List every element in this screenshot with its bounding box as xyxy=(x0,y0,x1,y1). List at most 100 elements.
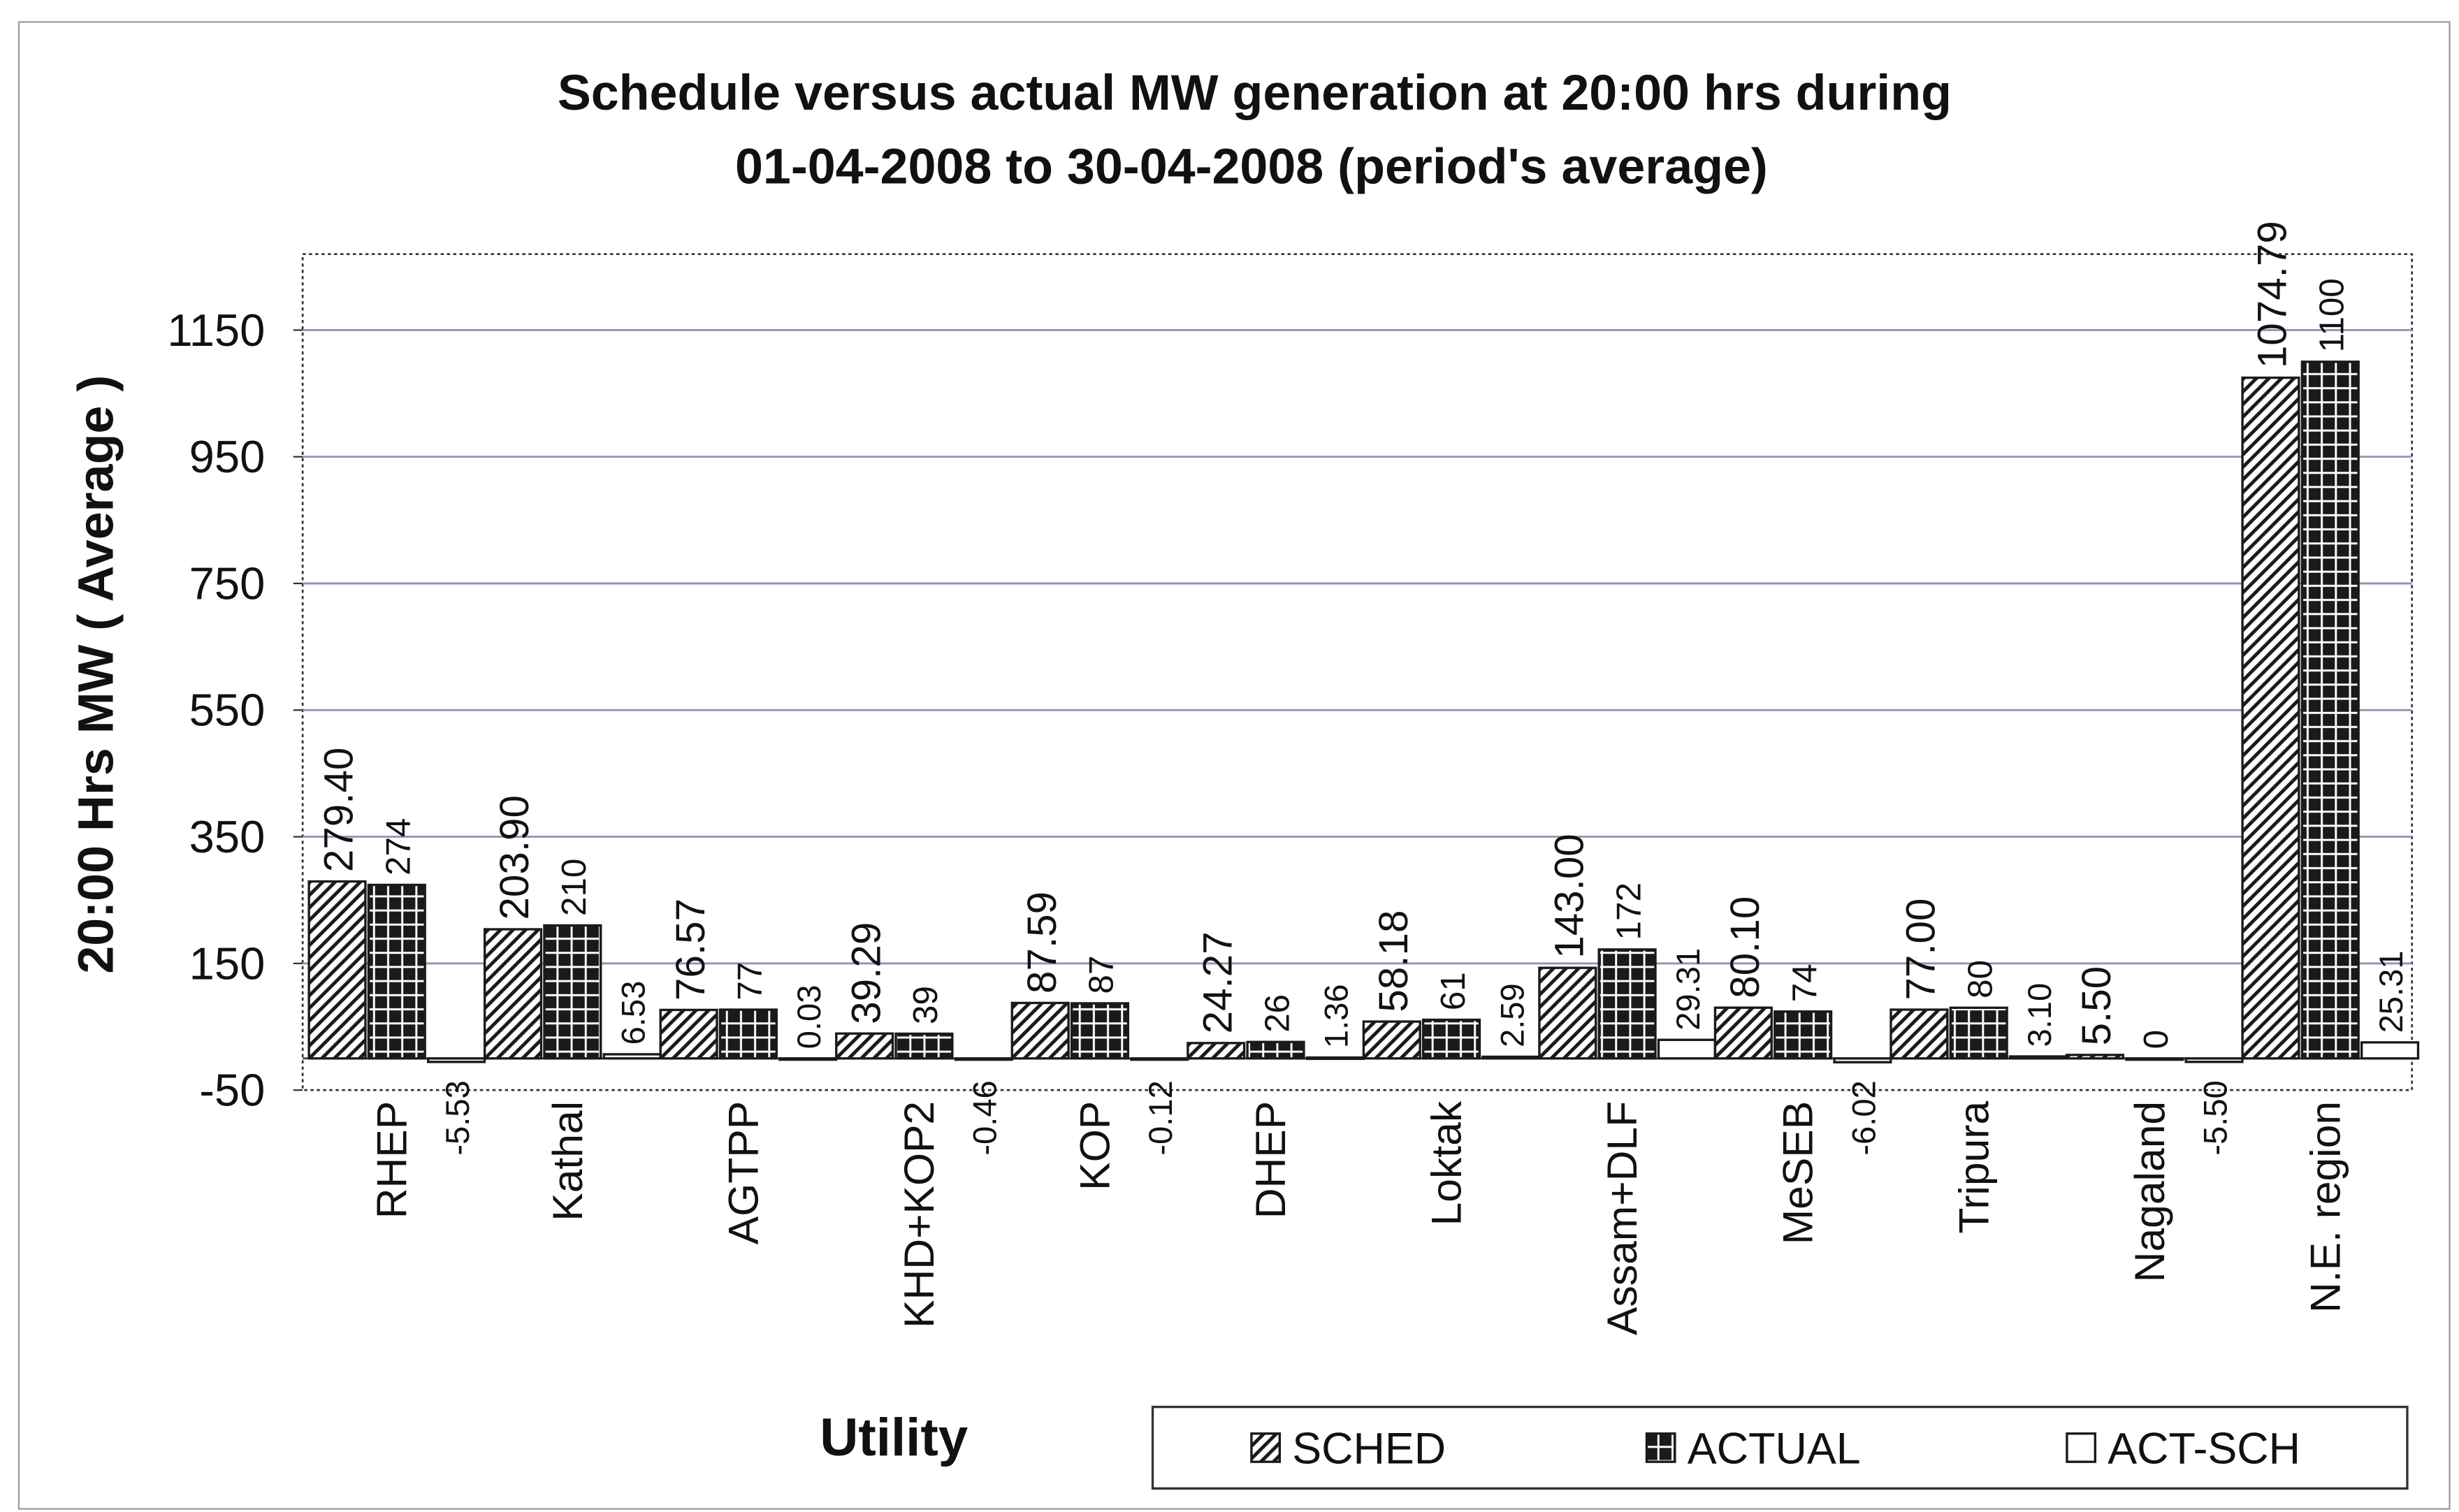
bar xyxy=(2065,1054,2125,1060)
data-label: 172 xyxy=(1609,882,1648,940)
data-label: -0.12 xyxy=(1142,1080,1179,1155)
x-tick-label: Tripura xyxy=(1950,1101,1997,1234)
bar xyxy=(307,880,367,1060)
bar xyxy=(1130,1057,1189,1061)
legend-swatch xyxy=(2066,1432,2097,1463)
data-label: -5.50 xyxy=(2196,1080,2233,1155)
bar xyxy=(367,883,426,1060)
chart-border xyxy=(17,21,2451,1510)
data-label: 74 xyxy=(1785,964,1824,1002)
bar xyxy=(1773,1010,1833,1060)
bar xyxy=(1481,1055,1541,1060)
data-label: 76.57 xyxy=(668,899,713,1001)
legend-swatch xyxy=(1250,1432,1281,1463)
x-tick-label: N.E. region xyxy=(2301,1101,2349,1313)
chart-title: 01-04-2008 to 30-04-2008 (period's avera… xyxy=(735,139,1768,195)
data-label: 279.40 xyxy=(317,748,362,872)
bar xyxy=(602,1053,662,1060)
y-tick-label: 550 xyxy=(189,685,266,736)
x-tick-label: AGTPP xyxy=(719,1101,767,1244)
data-label: 26 xyxy=(1258,994,1296,1033)
x-tick-label: KHD+KOP2 xyxy=(895,1101,943,1328)
bar xyxy=(1187,1042,1246,1060)
bar xyxy=(835,1032,894,1060)
bar xyxy=(543,924,602,1060)
bar xyxy=(2125,1057,2184,1061)
y-tick-label: 1150 xyxy=(167,305,265,356)
y-axis-label: 20:00 Hrs MW ( Average ) xyxy=(68,375,124,974)
bar xyxy=(659,1008,718,1060)
bar xyxy=(894,1032,954,1060)
data-label: 1100 xyxy=(2313,278,2351,352)
data-label: 143.00 xyxy=(1547,834,1593,958)
data-label: 39 xyxy=(906,986,945,1024)
data-label: -0.46 xyxy=(966,1080,1003,1155)
data-label: 274 xyxy=(379,818,418,875)
x-tick-label: RHEP xyxy=(368,1101,415,1219)
x-axis-label: Utility xyxy=(820,1408,968,1467)
data-label: 24.27 xyxy=(1195,931,1240,1033)
bar xyxy=(1010,1001,1070,1060)
data-label: 1074.79 xyxy=(2250,221,2295,368)
data-label: 58.18 xyxy=(1371,910,1416,1012)
bar xyxy=(1597,948,1657,1060)
chart-title: Schedule versus actual MW generation at … xyxy=(558,65,1952,121)
bar xyxy=(2008,1055,2068,1060)
data-label: 5.50 xyxy=(2074,966,2119,1046)
bar xyxy=(1305,1056,1365,1061)
x-tick-label: Assam+DLF xyxy=(1598,1101,1646,1335)
bar xyxy=(1833,1057,1892,1063)
data-label: 210 xyxy=(555,859,593,916)
bar xyxy=(778,1057,838,1061)
bar xyxy=(954,1057,1013,1061)
y-tick-label: -50 xyxy=(199,1065,265,1116)
x-tick-label: MeSEB xyxy=(1774,1101,1822,1244)
y-tick-label: 950 xyxy=(189,431,266,482)
x-tick-label: Loktak xyxy=(1423,1100,1470,1226)
bar xyxy=(1889,1008,1949,1060)
bar xyxy=(483,928,543,1060)
bar xyxy=(1070,1002,1130,1060)
bar xyxy=(2300,361,2360,1060)
bar xyxy=(1949,1006,2008,1060)
data-label: 80.10 xyxy=(1722,896,1768,998)
x-tick-label: KOP xyxy=(1071,1101,1119,1191)
data-label: 0.03 xyxy=(790,985,827,1049)
data-label: 6.53 xyxy=(615,981,652,1045)
data-label: 2.59 xyxy=(1493,983,1530,1047)
bar xyxy=(1657,1038,1716,1060)
data-label: 77.00 xyxy=(1899,899,1944,1001)
legend-label: ACT-SCH xyxy=(2108,1424,2300,1473)
legend-swatch xyxy=(1645,1432,1676,1463)
data-label: 1.36 xyxy=(1318,984,1355,1048)
bar xyxy=(1421,1018,1481,1060)
data-label: 87.59 xyxy=(1020,892,1065,994)
bar xyxy=(2360,1041,2420,1060)
data-label: -6.02 xyxy=(1845,1080,1882,1155)
x-tick-label: Kathal xyxy=(544,1101,591,1221)
bar xyxy=(426,1057,486,1063)
bar xyxy=(718,1008,778,1060)
data-label: 29.31 xyxy=(1669,948,1706,1031)
y-tick-label: 350 xyxy=(189,811,266,862)
data-label: 80 xyxy=(1961,960,1999,998)
data-label: 25.31 xyxy=(2372,950,2409,1033)
y-tick-label: 750 xyxy=(189,558,266,609)
data-label: 203.90 xyxy=(492,795,537,919)
x-tick-label: Nagaland xyxy=(2126,1101,2173,1282)
data-label: -5.53 xyxy=(439,1080,476,1155)
data-label: 3.10 xyxy=(2021,983,2058,1047)
bar xyxy=(1246,1040,1305,1060)
legend-label: ACTUAL xyxy=(1688,1424,1861,1473)
data-label: 77 xyxy=(731,962,769,1001)
x-tick-label: DHEP xyxy=(1247,1101,1294,1219)
data-label: 61 xyxy=(1434,972,1472,1010)
legend-label: SCHED xyxy=(1292,1424,1446,1473)
data-label: 87 xyxy=(1082,956,1121,994)
bar xyxy=(1713,1006,1773,1060)
data-label: 0 xyxy=(2137,1030,2175,1049)
plot-layer: -50 150 350 550 750 950 1150 RHEP 279.40 274 -5.53… xyxy=(167,221,2420,1473)
bar xyxy=(2241,376,2300,1060)
